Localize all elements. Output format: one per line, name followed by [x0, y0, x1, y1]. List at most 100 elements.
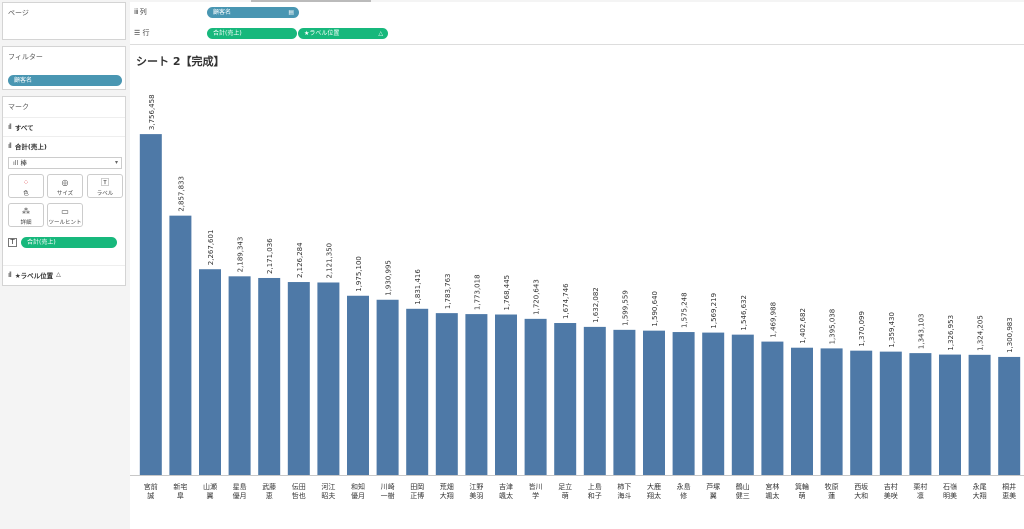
bar[interactable] — [495, 314, 517, 475]
filters-card[interactable]: フィルター 顧客名 — [2, 46, 126, 90]
bar[interactable] — [791, 347, 813, 475]
marks-title: マーク — [8, 103, 29, 111]
columns-pill-customer[interactable]: 顧客名 ▤ — [207, 7, 299, 18]
rows-icon: ☰ — [134, 29, 141, 37]
left-pane: ページ フィルター 顧客名 マーク ıll すべて ıll 合計(売上) ıll… — [0, 0, 128, 529]
bar[interactable] — [583, 326, 606, 475]
bar[interactable] — [702, 332, 725, 475]
category-label: 明美 — [943, 491, 957, 500]
category-label: 颯太 — [765, 491, 779, 500]
delta-icon: △ — [378, 30, 383, 37]
mark-type-select[interactable]: ıll 棒 ▾ — [8, 157, 122, 169]
marks-all-row[interactable]: ıll すべて — [3, 117, 125, 135]
bar-value-label: 1,674,746 — [562, 283, 570, 319]
pages-card[interactable]: ページ — [2, 2, 126, 40]
bar[interactable] — [199, 269, 221, 475]
bar[interactable] — [672, 332, 695, 475]
category-label: 星島 — [233, 482, 247, 491]
sheet-title: シート 2【完成】 — [136, 55, 225, 68]
bar[interactable] — [524, 318, 547, 475]
category-label: 伝田 — [292, 482, 306, 491]
bar[interactable] — [909, 353, 932, 475]
category-label: 翼 — [207, 492, 214, 500]
category-label: 美羽 — [469, 491, 483, 500]
bar[interactable] — [643, 330, 665, 475]
bar[interactable] — [228, 276, 251, 475]
bar-value-label: 1,402,682 — [799, 308, 807, 344]
bar[interactable] — [376, 299, 399, 475]
category-label: 吉津 — [499, 483, 513, 491]
size-button[interactable]: ◎ サイズ — [47, 174, 83, 198]
bar[interactable] — [968, 354, 991, 475]
label-pill-sales[interactable]: 合計(売上) — [21, 237, 117, 248]
detail-button[interactable]: ⁂ 詳細 — [8, 203, 44, 227]
color-button[interactable]: ⁘ 色 — [8, 174, 44, 198]
bar-value-label: 1,599,559 — [621, 290, 629, 326]
bar[interactable] — [879, 351, 902, 475]
bar[interactable] — [820, 348, 843, 475]
bar[interactable] — [554, 323, 577, 475]
columns-pill-label: 顧客名 — [213, 9, 232, 16]
bar[interactable] — [435, 313, 458, 475]
bar-value-label: 2,121,350 — [325, 243, 333, 279]
bar[interactable] — [850, 350, 873, 475]
category-label: 牧原 — [825, 482, 839, 491]
bar[interactable] — [465, 314, 488, 475]
bar[interactable] — [347, 295, 369, 475]
bar[interactable] — [287, 282, 310, 475]
bar-value-label: 1,783,763 — [444, 273, 452, 309]
rows-shelf[interactable]: ☰ 行 合計(売上) ★ラベル位置 △ — [130, 23, 1024, 45]
category-label: 箕輪 — [795, 482, 809, 491]
label-button[interactable]: 🅃 ラベル — [87, 174, 123, 198]
category-label: 翼 — [710, 492, 717, 500]
category-label: 河江 — [321, 483, 335, 491]
bar[interactable] — [761, 341, 784, 475]
category-label: 和知 — [351, 482, 365, 491]
columns-shelf-label: ⅲ 列 — [134, 7, 147, 17]
category-label: 昭夫 — [321, 491, 335, 500]
bar-value-label: 1,359,430 — [888, 312, 896, 348]
category-label: 足立 — [558, 482, 572, 491]
category-label: 修 — [680, 491, 687, 500]
bar[interactable] — [731, 334, 754, 475]
bar-value-label: 1,370,099 — [858, 311, 866, 347]
tooltip-button[interactable]: ▭ ツールヒント — [47, 203, 83, 227]
rows-label-text: 行 — [142, 29, 150, 37]
category-label: 上島 — [588, 482, 602, 491]
marks-measure-row[interactable]: ıll 合計(売上) — [3, 136, 125, 154]
bar-chart-icon: ıll — [8, 141, 12, 150]
sort-icon: ▤ — [288, 9, 294, 16]
category-label: 皐 — [177, 491, 184, 500]
bar[interactable] — [258, 277, 281, 475]
rows-pill-sales[interactable]: 合計(売上) — [207, 28, 297, 39]
bar[interactable] — [406, 308, 429, 475]
category-label: 新宅 — [173, 482, 187, 491]
category-label: 山瀬 — [203, 482, 217, 491]
category-label: 江野 — [469, 483, 483, 491]
bar-value-label: 1,569,219 — [710, 293, 718, 329]
columns-shelf[interactable]: ⅲ 列 顧客名 ▤ — [130, 2, 1024, 24]
category-label: 哲也 — [292, 491, 306, 500]
filter-pill-customer[interactable]: 顧客名 — [8, 75, 122, 86]
category-label: 石嶺 — [943, 483, 957, 491]
bar-chart: 3,756,458 宮前誠 2,857,833 新宅皐 2,267,601 山瀬翼 2,18… — [130, 94, 1024, 500]
label-position-row[interactable]: ıll ★ラベル位置 △ — [3, 265, 125, 283]
bar-value-label: 1,590,640 — [651, 291, 659, 327]
bar-value-label: 1,720,643 — [533, 279, 541, 315]
bar[interactable] — [613, 329, 636, 475]
category-label: 西坂 — [854, 482, 868, 491]
bar[interactable] — [939, 354, 961, 475]
category-label: 大翔 — [440, 491, 454, 500]
marks-measure-label: 合計(売上) — [14, 142, 47, 151]
bar[interactable] — [139, 134, 162, 475]
detail-icon: ⁂ — [22, 207, 30, 216]
bar[interactable] — [169, 215, 192, 475]
category-label: 誠 — [147, 491, 154, 500]
category-label: 正博 — [410, 491, 424, 500]
bar[interactable] — [317, 282, 340, 475]
bar-value-label: 2,126,284 — [296, 242, 304, 278]
detail-button-label: 詳細 — [20, 220, 32, 226]
bar[interactable] — [998, 356, 1021, 475]
category-label: 一樹 — [381, 491, 395, 500]
rows-pill-label-position[interactable]: ★ラベル位置 △ — [298, 28, 388, 39]
